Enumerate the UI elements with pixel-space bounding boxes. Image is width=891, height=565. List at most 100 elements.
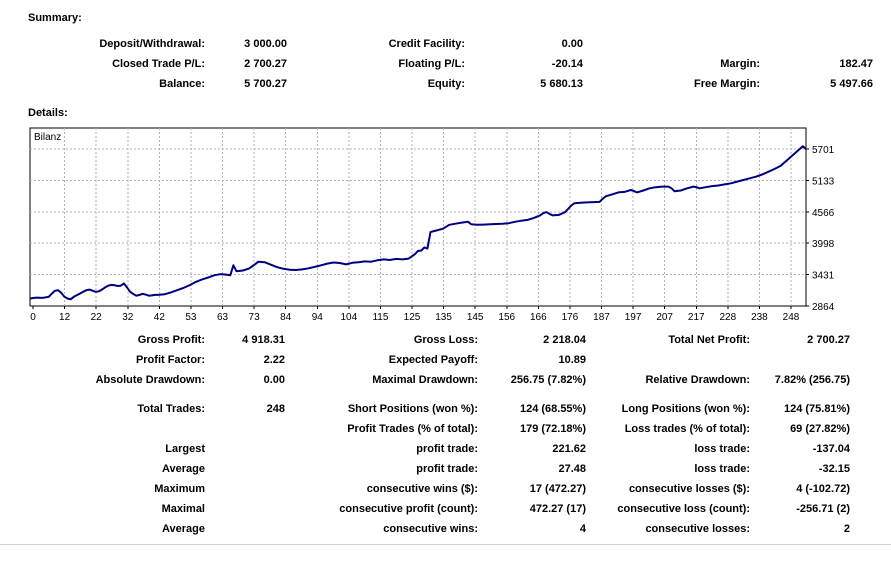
stat-row: Profit Factor: 2.22 Expected Payoff: 10.89 [0, 350, 891, 370]
stat-value: 3 000.00 [244, 38, 287, 50]
stat-label: Profit Trades (% of total): [347, 423, 478, 435]
stat-row: Average profit trade: 27.48 loss trade: -32.… [0, 459, 891, 479]
stat-row: Gross Profit: 4 918.31 Gross Loss: 2 218.04… [0, 330, 891, 350]
stat-row: Absolute Drawdown: 0.00 Maximal Drawdown: 2… [0, 370, 891, 390]
stat-label: loss trade: [694, 463, 750, 475]
stat-value: 69 (27.82%) [790, 423, 850, 435]
stat-value: 7.82% (256.75) [774, 374, 850, 386]
stat-value: 472.27 (17) [529, 503, 586, 515]
stat-row: Deposit/Withdrawal: 3 000.00 Credit Facili… [0, 34, 891, 54]
x-axis-label: 125 [404, 312, 421, 323]
stat-label: consecutive losses ($): [628, 483, 750, 495]
stat-label: Maximal Drawdown: [372, 374, 478, 386]
y-axis-label: 4566 [812, 208, 835, 219]
stat-label: Relative Drawdown: [645, 374, 750, 386]
balance-chart: 0 12 22 32 42 53 63 73 84 94 104 115 125 135 145 156 166… [29, 127, 835, 323]
stat-row: Largest profit trade: 221.62 loss trade: -13… [0, 439, 891, 459]
x-axis-label: 12 [59, 312, 71, 323]
stat-value: -256.71 (2) [796, 503, 850, 515]
summary-table: Deposit/Withdrawal: 3 000.00 Credit Facili… [0, 34, 891, 94]
x-axis-label: 63 [217, 312, 229, 323]
stat-label: consecutive profit (count): [339, 503, 478, 515]
details-heading: Details: [28, 107, 68, 119]
stat-value: 179 (72.18%) [519, 423, 586, 435]
stat-label: Credit Facility: [388, 38, 465, 50]
stat-label [620, 34, 760, 54]
x-axis-label: 104 [340, 312, 357, 323]
stat-value: 248 [266, 403, 285, 415]
stat-label: consecutive losses: [645, 523, 750, 535]
stat-value: 2 700.27 [244, 58, 287, 70]
stat-label: consecutive loss (count): [617, 503, 750, 515]
stat-label: Long Positions (won %): [621, 403, 750, 415]
stat-label: consecutive wins: [383, 523, 478, 535]
stat-value: 2 [843, 523, 850, 535]
bottom-separator [0, 544, 891, 545]
x-axis-label: 145 [467, 312, 484, 323]
stat-row: Profit Trades (% of total): 179 (72.18%) L… [0, 419, 891, 439]
x-axis-label: 166 [530, 312, 547, 323]
x-axis-label: 84 [280, 312, 292, 323]
x-axis-label: 115 [372, 312, 388, 323]
x-axis-label: 73 [249, 312, 261, 323]
stat-label: Maximal [161, 503, 205, 515]
y-axis-label: 3431 [812, 271, 835, 282]
stat-value: 2 700.27 [807, 334, 850, 346]
stat-label: loss trade: [694, 443, 750, 455]
stat-value: -32.15 [818, 463, 850, 475]
stat-label: Free Margin: [693, 78, 760, 90]
stat-label: Short Positions (won %): [347, 403, 478, 415]
stat-value [210, 499, 285, 519]
x-axis-label: 197 [625, 312, 642, 323]
stat-value [210, 419, 285, 439]
stat-value: 0.00 [561, 38, 583, 50]
stat-label: Gross Profit: [137, 334, 205, 346]
stat-row: Closed Trade P/L: 2 700.27 Floating P/L: -2… [0, 54, 891, 74]
stat-value: 2.22 [263, 354, 285, 366]
summary-heading: Summary: [28, 12, 82, 24]
stat-value: 124 (75.81%) [783, 403, 850, 415]
stat-label: Average [161, 523, 205, 535]
stat-label: profit trade: [416, 443, 478, 455]
stat-value: 182.47 [839, 58, 873, 70]
stat-row: Total Trades: 248 Short Positions (won %):… [0, 399, 891, 419]
stat-value: 5 700.27 [244, 78, 287, 90]
stat-label: Maximum [154, 483, 205, 495]
x-axis-label: 176 [562, 312, 579, 323]
x-axis-label: 238 [751, 312, 768, 323]
stat-label: Expected Payoff: [388, 354, 478, 366]
stat-value: 0.00 [263, 374, 285, 386]
stat-row: Balance: 5 700.27 Equity: 5 680.13 Free Marg… [0, 74, 891, 94]
stat-value [755, 350, 850, 370]
x-axis-label: 22 [91, 312, 103, 323]
chart-plot [29, 127, 807, 307]
y-axis-label: 2864 [812, 302, 835, 313]
stat-label [600, 350, 750, 370]
stat-value: 5 680.13 [540, 78, 583, 90]
stat-value [210, 519, 285, 539]
chart-series-label: Bilanz [34, 132, 61, 143]
y-axis-label: 3998 [812, 239, 835, 250]
x-axis-label: 207 [656, 312, 673, 323]
x-axis-label: 94 [312, 312, 324, 323]
x-axis-label: 0 [30, 312, 36, 323]
stat-label [0, 419, 205, 439]
stat-value: -20.14 [551, 58, 583, 70]
x-axis-label: 228 [719, 312, 736, 323]
stat-label: Floating P/L: [398, 58, 465, 70]
stat-value [210, 479, 285, 499]
stat-value: 4 918.31 [242, 334, 285, 346]
stat-label: Deposit/Withdrawal: [99, 38, 205, 50]
stat-value: 2 218.04 [543, 334, 586, 346]
stat-value: 256.75 (7.82%) [510, 374, 586, 386]
stat-value: -137.04 [812, 443, 850, 455]
stat-value: 4 [579, 523, 586, 535]
stat-value [210, 439, 285, 459]
y-axis-label: 5133 [812, 176, 835, 187]
stat-value: 221.62 [552, 443, 586, 455]
balance-curve [29, 145, 807, 301]
details-table-trades: Total Trades: 248 Short Positions (won %):… [0, 399, 891, 539]
stat-label: Absolute Drawdown: [95, 374, 205, 386]
details-table-results: Gross Profit: 4 918.31 Gross Loss: 2 218.04… [0, 330, 891, 390]
x-axis-label: 42 [154, 312, 166, 323]
